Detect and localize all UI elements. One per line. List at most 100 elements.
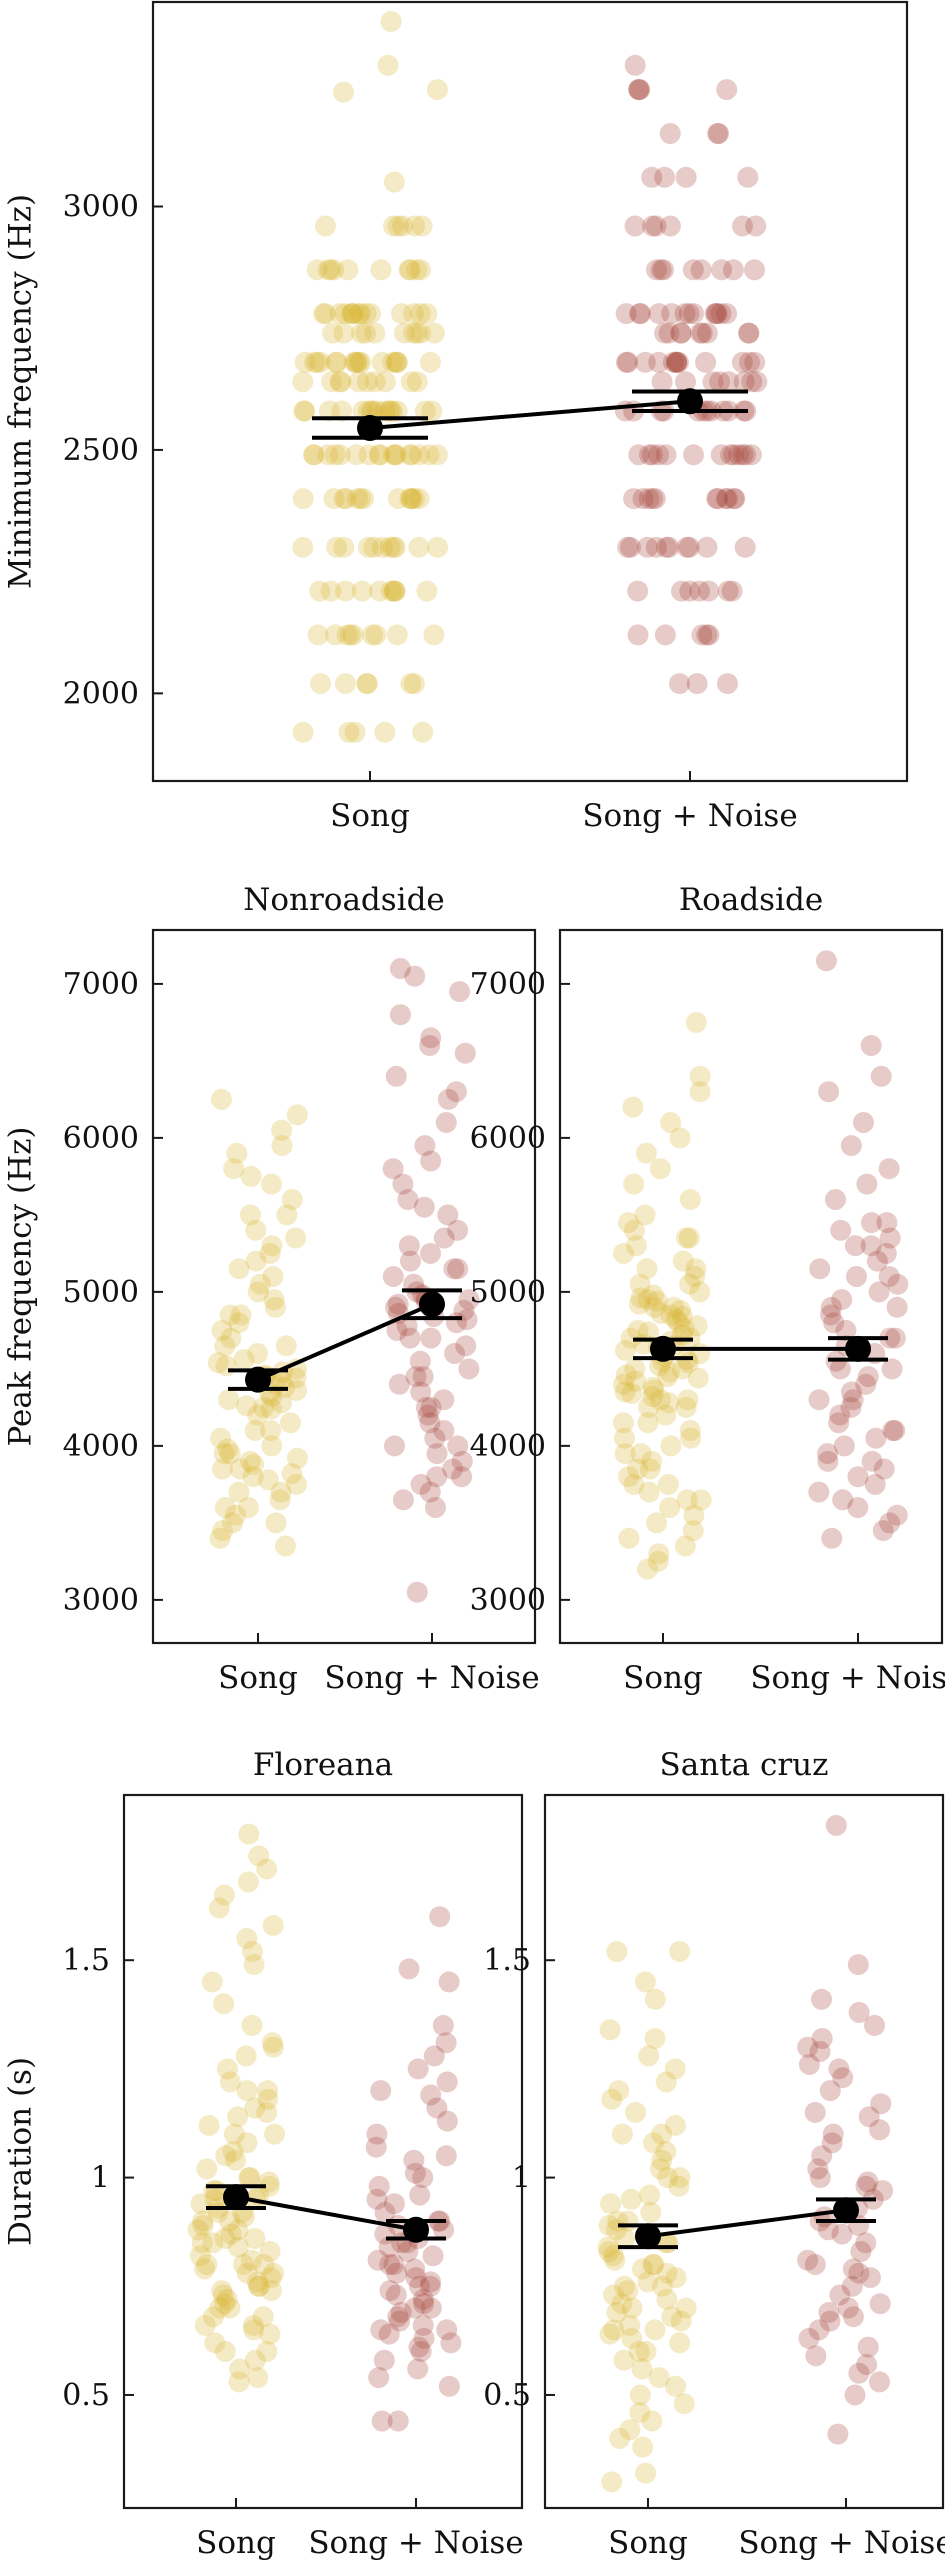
data-point xyxy=(370,2319,392,2341)
data-point xyxy=(655,2141,677,2162)
data-point xyxy=(264,2123,285,2145)
data-point xyxy=(415,1396,437,1418)
data-point xyxy=(420,1396,442,1418)
data-point xyxy=(259,1242,281,1264)
data-point xyxy=(825,1189,846,1210)
data-point xyxy=(270,1481,292,1503)
data-point xyxy=(627,580,649,602)
data-point xyxy=(364,322,386,344)
data-point xyxy=(379,536,401,558)
data-point xyxy=(639,444,660,466)
data-point xyxy=(402,322,424,344)
data-point xyxy=(656,2262,678,2284)
data-point xyxy=(304,351,325,373)
data-point xyxy=(389,958,411,979)
data-point xyxy=(733,371,755,393)
data-point xyxy=(673,2393,695,2415)
data-point xyxy=(342,303,364,325)
data-point xyxy=(655,2071,677,2093)
data-point xyxy=(597,2236,619,2258)
data-point xyxy=(635,2341,657,2362)
data-point xyxy=(211,1458,233,1480)
data-point xyxy=(433,1227,455,1249)
data-point xyxy=(225,2149,247,2171)
data-point xyxy=(426,444,448,466)
data-point xyxy=(860,1035,882,1056)
data-point xyxy=(648,2367,670,2389)
data-point xyxy=(217,2058,238,2080)
mean-marker xyxy=(845,1335,871,1362)
data-point xyxy=(627,1458,648,1480)
panel-title: Nonroadside xyxy=(243,882,445,918)
data-point xyxy=(227,2106,249,2128)
data-point xyxy=(598,2241,620,2262)
data-point xyxy=(676,536,698,558)
data-point xyxy=(638,1396,660,1418)
data-point xyxy=(857,1366,879,1388)
data-point xyxy=(400,673,422,695)
data-point xyxy=(706,488,728,510)
data-point xyxy=(310,673,331,695)
data-point xyxy=(611,2123,633,2145)
data-point xyxy=(685,1011,707,1033)
data-point xyxy=(219,1443,241,1465)
data-point xyxy=(675,371,696,393)
data-point xyxy=(399,259,421,281)
data-point xyxy=(241,2014,263,2036)
data-point xyxy=(664,2114,686,2136)
data-point xyxy=(847,1466,869,1488)
data-point xyxy=(632,488,654,510)
data-point xyxy=(229,1458,251,1480)
data-point xyxy=(660,1304,682,1326)
data-point xyxy=(603,2284,625,2306)
data-point xyxy=(454,1042,476,1064)
data-point xyxy=(292,536,314,558)
data-point xyxy=(346,351,367,373)
x-category-label: Song xyxy=(196,2525,276,2560)
data-point xyxy=(661,303,683,325)
data-point xyxy=(189,2245,211,2267)
data-point xyxy=(456,1309,478,1331)
data-point xyxy=(458,1289,480,1311)
data-point xyxy=(353,488,375,510)
data-point xyxy=(270,1370,292,1392)
data-point xyxy=(649,1158,671,1180)
data-point xyxy=(625,1370,647,1392)
plot-frame xyxy=(122,1793,524,2510)
data-point xyxy=(723,488,745,510)
data-point xyxy=(732,444,754,466)
data-point xyxy=(285,1367,307,1389)
data-point xyxy=(384,580,406,602)
data-point xyxy=(635,2462,657,2484)
data-point xyxy=(426,1466,448,1488)
data-point xyxy=(215,1355,237,1377)
series-song xyxy=(597,1941,697,2493)
data-point xyxy=(219,2297,241,2319)
data-point xyxy=(642,2254,664,2275)
data-point xyxy=(687,1367,709,1389)
data-point xyxy=(659,1361,680,1383)
data-point xyxy=(397,2241,419,2262)
data-point xyxy=(204,2188,226,2210)
data-point xyxy=(383,580,405,602)
data-point xyxy=(646,1290,668,1312)
data-point xyxy=(341,303,363,325)
data-point xyxy=(236,2132,258,2154)
data-point xyxy=(654,624,676,646)
data-point xyxy=(363,536,385,558)
data-point xyxy=(378,400,400,422)
data-point xyxy=(387,1293,409,1315)
data-point xyxy=(409,2275,430,2297)
data-point xyxy=(242,1466,264,1488)
data-point xyxy=(356,673,378,695)
data-point xyxy=(634,1204,656,1226)
data-point xyxy=(429,1906,451,1928)
data-point xyxy=(664,2058,686,2080)
data-point xyxy=(808,1481,830,1503)
data-point xyxy=(196,2158,218,2180)
data-point xyxy=(624,215,646,237)
data-point xyxy=(615,1339,636,1361)
data-point xyxy=(244,2097,266,2119)
y-tick-label: 1.5 xyxy=(483,1943,531,1978)
data-point xyxy=(629,1293,650,1315)
